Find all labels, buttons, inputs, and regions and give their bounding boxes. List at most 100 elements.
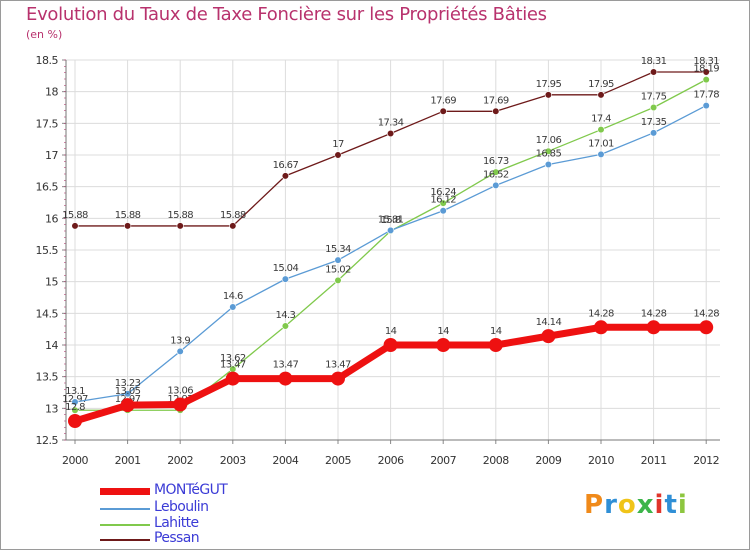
data-point-lahitte [597, 126, 605, 134]
data-point-leboulin [71, 398, 79, 406]
data-point-leboulin [123, 390, 132, 398]
data-label-pessan: 18.31 [641, 56, 667, 67]
data-label-lahitte: 15.8 [381, 215, 401, 226]
data-label-montgut: 14 [385, 326, 397, 337]
data-point-pessan [229, 222, 237, 230]
data-label-leboulin: 17.78 [693, 90, 719, 101]
y-tick-label: 15 [45, 276, 58, 289]
data-label-leboulin: 15.81 [378, 214, 404, 225]
data-point-pessan [439, 107, 447, 115]
logo-letter: P [584, 490, 605, 520]
data-point-pessan [492, 107, 500, 115]
data-point-montgut [594, 320, 608, 335]
logo-letter: x [636, 490, 655, 520]
data-point-lahitte [544, 147, 553, 155]
data-label-lahitte: 15.02 [325, 264, 351, 275]
y-tick-label: 16.5 [36, 181, 59, 194]
data-point-lahitte [649, 103, 658, 112]
x-tick-label: 2007 [430, 454, 456, 467]
data-label-leboulin: 16.12 [430, 195, 456, 206]
data-label-montgut: 14 [437, 326, 449, 337]
y-tick-label: 18 [45, 86, 58, 99]
data-point-montgut [173, 397, 188, 412]
data-point-montgut [646, 320, 661, 335]
data-label-montgut: 14.28 [693, 308, 719, 319]
data-label-leboulin: 17.01 [588, 138, 614, 149]
data-label-montgut: 13.47 [273, 360, 299, 371]
data-label-pessan: 17.95 [536, 79, 562, 90]
data-point-pessan [123, 222, 132, 230]
data-point-pessan [387, 129, 395, 138]
data-point-pessan [702, 68, 710, 76]
y-tick-label: 14 [45, 339, 58, 352]
data-label-pessan: 15.88 [220, 210, 246, 221]
legend-swatch-pessan [100, 539, 150, 541]
legend-swatch-leboulin [100, 508, 150, 510]
data-label-pessan: 15.88 [115, 210, 141, 221]
data-point-leboulin [334, 256, 342, 264]
y-tick-label: 18.5 [36, 54, 59, 67]
data-point-montgut [699, 320, 714, 335]
data-point-leboulin [649, 129, 658, 137]
data-point-montgut [278, 371, 293, 386]
proxiti-logo: Proxiti [584, 490, 688, 520]
data-point-pessan [71, 222, 79, 230]
y-tick-label: 12.5 [36, 434, 59, 447]
legend-item-pessan: Pessan [100, 530, 360, 546]
data-label-leboulin: 13.23 [115, 378, 141, 389]
data-label-pessan: 16.67 [273, 160, 299, 171]
y-tick-label: 17.5 [36, 117, 59, 130]
x-tick-label: 2002 [167, 454, 193, 467]
data-label-montgut: 12.8 [65, 402, 85, 413]
logo-letter: o [617, 490, 637, 520]
y-tick-label: 15.5 [36, 244, 59, 257]
x-tick-label: 2011 [641, 454, 667, 467]
x-tick-label: 2004 [272, 454, 298, 467]
data-point-montgut [541, 329, 556, 344]
data-label-lahitte: 13.62 [220, 353, 246, 364]
y-tick-label: 14.5 [36, 307, 59, 320]
chart-title: Evolution du Taux de Taxe Foncière sur l… [26, 4, 547, 25]
y-tick-label: 16 [45, 212, 58, 225]
x-tick-label: 2008 [483, 454, 509, 467]
x-tick-label: 2010 [588, 454, 614, 467]
data-point-lahitte [71, 406, 79, 414]
legend-swatch-montegut [100, 488, 150, 495]
data-label-lahitte: 17.75 [641, 92, 667, 103]
data-point-pessan [649, 68, 658, 76]
x-tick-label: 2009 [535, 454, 561, 467]
data-label-lahitte: 16.24 [430, 187, 456, 198]
legend-swatch-lahitte [100, 524, 150, 526]
data-label-leboulin: 16.85 [536, 149, 562, 160]
legend-label-leboulin: Leboulin [154, 499, 209, 515]
data-label-leboulin: 14.6 [223, 291, 243, 302]
data-label-leboulin: 17.35 [641, 117, 667, 128]
data-point-montgut [331, 371, 345, 386]
data-label-montgut: 13.47 [325, 360, 351, 371]
data-label-montgut: 13.06 [167, 386, 193, 397]
data-point-leboulin [544, 160, 553, 169]
data-point-lahitte [702, 76, 710, 84]
y-tick-label: 13.5 [36, 371, 59, 384]
data-point-leboulin [229, 303, 237, 311]
data-point-pessan [597, 91, 605, 99]
unit-label: (en %) [26, 28, 63, 41]
data-label-montgut: 14.28 [641, 308, 667, 319]
data-label-pessan: 17 [332, 139, 344, 150]
x-tick-label: 2003 [220, 454, 246, 467]
legend-label-pessan: Pessan [154, 530, 200, 546]
logo-letter: t [664, 490, 678, 520]
data-label-pessan: 18.31 [693, 56, 719, 67]
data-label-lahitte: 17.4 [591, 114, 611, 125]
data-label-leboulin: 16.52 [483, 169, 509, 180]
logo-letter: r [604, 490, 618, 520]
data-label-leboulin: 13.9 [170, 335, 190, 346]
data-label-lahitte: 17.06 [536, 135, 562, 146]
legend-item-lahitte: Lahitte [100, 515, 360, 531]
x-tick-label: 2006 [378, 454, 404, 467]
data-label-leboulin: 15.04 [273, 263, 299, 274]
logo-letter: i [677, 490, 688, 520]
x-tick-label: 2001 [115, 454, 141, 467]
data-label-pessan: 17.34 [378, 117, 404, 128]
